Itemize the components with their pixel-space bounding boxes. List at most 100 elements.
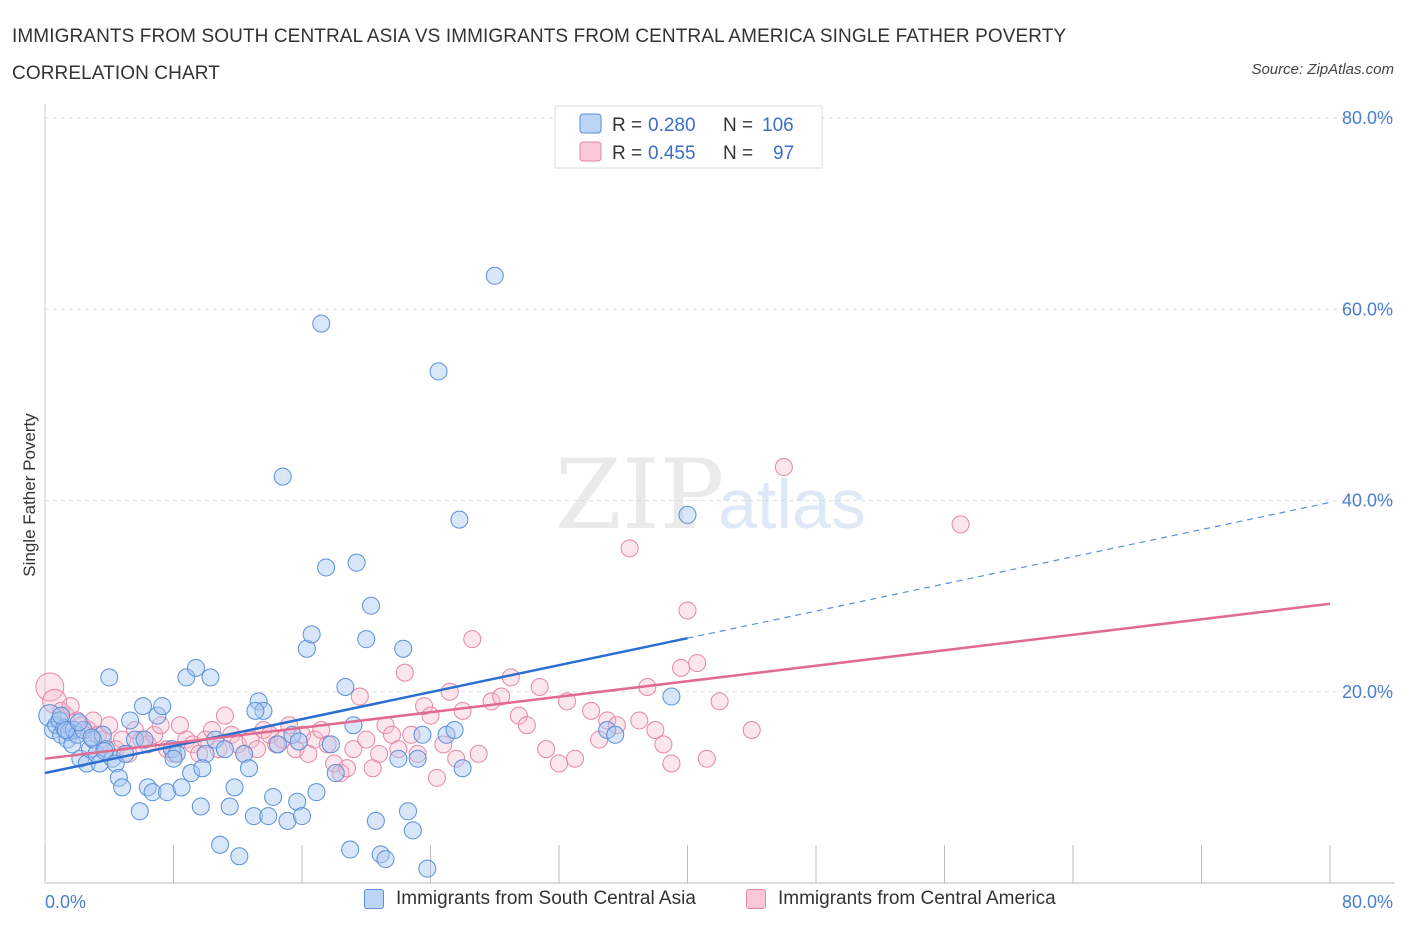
y-tick-label-2: 40.0%	[1342, 491, 1393, 511]
point-south-central-asia-62	[293, 807, 311, 826]
point-south-central-asia-74	[357, 630, 376, 649]
point-south-central-asia-98	[69, 713, 88, 732]
point-south-central-asia-37	[172, 778, 191, 797]
series-legend: Immigrants from South Central Asia Immig…	[0, 888, 1406, 916]
point-south-central-asia-70	[336, 677, 355, 696]
point-south-central-asia-73	[347, 553, 366, 572]
x-tick-label-1: 80.0%	[1342, 892, 1393, 912]
point-south-central-asia-82	[403, 821, 422, 840]
point-central-america-81	[598, 711, 617, 730]
point-south-central-asia-79	[389, 749, 408, 768]
watermark: ZIP atlas	[555, 439, 866, 551]
legend-item-central-america: Immigrants from Central America	[746, 888, 1056, 910]
point-south-central-asia-29	[133, 697, 152, 716]
point-central-america-75	[537, 740, 556, 759]
trend-line-central-america	[44, 602, 1331, 760]
legend-swatch-blue	[579, 113, 602, 134]
point-south-central-asia-65	[307, 783, 326, 802]
point-central-america-91	[688, 654, 707, 673]
point-south-central-asia-64	[302, 625, 321, 644]
point-south-central-asia-61	[288, 792, 307, 811]
point-south-central-asia-39	[182, 764, 201, 783]
legend-r-label-2: R =	[612, 143, 642, 164]
point-south-central-asia-77	[371, 845, 390, 864]
legend-swatch-central-america	[746, 889, 766, 909]
point-central-america-89	[672, 658, 691, 677]
trend-lines	[44, 501, 1331, 775]
point-central-america-53	[370, 744, 389, 763]
point-central-america-70	[492, 687, 511, 706]
point-central-america-62	[427, 768, 446, 787]
point-south-central-asia-83	[408, 749, 427, 768]
legend-swatch-pink	[579, 141, 602, 162]
point-south-central-asia-75	[362, 596, 381, 615]
legend-n-label-2: N =	[723, 143, 753, 164]
point-south-central-asia-46	[215, 740, 234, 759]
point-south-central-asia-105	[289, 732, 308, 751]
point-south-central-asia-56	[264, 787, 283, 806]
point-south-central-asia-41	[191, 797, 210, 816]
point-central-america-67	[463, 630, 482, 649]
point-south-central-asia-95	[678, 505, 697, 524]
point-central-america-57	[395, 663, 414, 682]
point-central-america-18	[145, 725, 164, 744]
point-central-america-76	[550, 754, 568, 773]
point-central-america-51	[357, 730, 376, 749]
point-central-america-84	[630, 711, 649, 730]
point-south-central-asia-53	[249, 692, 268, 711]
point-south-central-asia-81	[399, 802, 418, 821]
chart-title: IMMIGRANTS FROM SOUTH CENTRAL ASIA VS IM…	[12, 26, 1066, 84]
point-south-central-asia-99	[82, 728, 101, 747]
point-central-america-93	[710, 692, 729, 711]
legend-n-label-1: N =	[723, 115, 753, 136]
point-central-america-68	[469, 744, 488, 763]
point-central-america-0	[35, 672, 65, 702]
point-central-america-65	[447, 749, 466, 768]
point-south-central-asia-90	[453, 759, 472, 778]
point-south-central-asia-86	[429, 362, 448, 381]
point-central-america-95	[774, 458, 793, 477]
y-tick-label-3: 20.0%	[1342, 682, 1393, 702]
trend-line-south-central-asia	[44, 636, 688, 775]
point-south-central-asia-6	[58, 730, 77, 749]
stats-legend: R = 0.280 N = 106 R = 0.455 N = 97	[554, 105, 823, 169]
point-central-america-94	[742, 721, 761, 739]
point-south-central-asia-0	[38, 704, 62, 728]
point-central-america-74	[530, 677, 549, 696]
point-south-central-asia-43	[201, 668, 220, 687]
point-south-central-asia-71	[341, 840, 360, 859]
point-south-central-asia-24	[113, 778, 132, 797]
point-south-central-asia-63	[297, 639, 316, 658]
point-central-america-83	[620, 539, 639, 558]
point-south-central-asia-34	[158, 783, 177, 802]
point-central-america-56	[389, 740, 408, 759]
legend-r-value-1: 0.280	[648, 115, 696, 136]
legend-r-value-2: 0.455	[648, 143, 696, 164]
point-central-america-66	[453, 701, 472, 720]
point-south-central-asia-50	[235, 744, 254, 763]
point-south-central-asia-40	[186, 658, 205, 677]
point-south-central-asia-47	[220, 797, 239, 816]
point-central-america-60	[415, 697, 434, 716]
point-south-central-asia-18	[93, 725, 112, 744]
point-central-america-87	[654, 735, 673, 754]
point-south-central-asia-33	[153, 697, 172, 716]
point-central-america-15	[125, 721, 144, 739]
point-south-central-asia-23	[109, 768, 128, 787]
legend-n-value-2: 97	[773, 143, 794, 164]
y-tick-label-1: 60.0%	[1342, 299, 1393, 319]
point-central-america-61	[421, 706, 440, 725]
point-south-central-asia-101	[135, 730, 154, 749]
point-south-central-asia-42	[196, 744, 215, 763]
point-south-central-asia-31	[143, 783, 162, 802]
point-south-central-asia-67	[317, 558, 336, 577]
point-central-america-59	[408, 744, 427, 763]
point-south-central-asia-52	[244, 807, 263, 826]
y-axis-label: Single Father Poverty	[20, 413, 39, 577]
point-south-central-asia-48	[225, 778, 244, 797]
point-south-central-asia-55	[259, 807, 278, 826]
point-central-america-73	[517, 716, 536, 735]
point-south-central-asia-78	[376, 850, 395, 869]
point-south-central-asia-66	[312, 314, 331, 333]
